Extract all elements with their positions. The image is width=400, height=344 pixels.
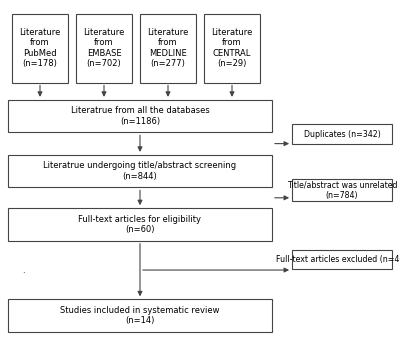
FancyBboxPatch shape — [292, 179, 392, 201]
Text: Full-text articles for eligibility
(n=60): Full-text articles for eligibility (n=60… — [78, 215, 202, 234]
Text: Duplicates (n=342): Duplicates (n=342) — [304, 130, 380, 139]
Text: Literatrue from all the databases
(n=1186): Literatrue from all the databases (n=118… — [71, 106, 209, 126]
FancyBboxPatch shape — [8, 299, 272, 332]
FancyBboxPatch shape — [8, 155, 272, 187]
Text: Literature
from
CENTRAL
(n=29): Literature from CENTRAL (n=29) — [211, 28, 253, 68]
FancyBboxPatch shape — [140, 14, 196, 83]
FancyBboxPatch shape — [12, 14, 68, 83]
Text: Literature
from
EMBASE
(n=702): Literature from EMBASE (n=702) — [83, 28, 125, 68]
Text: Full-text articles excluded (n=46): Full-text articles excluded (n=46) — [276, 255, 400, 264]
FancyBboxPatch shape — [76, 14, 132, 83]
FancyBboxPatch shape — [8, 100, 272, 132]
Text: Title/abstract was unrelated
(n=784): Title/abstract was unrelated (n=784) — [287, 180, 397, 200]
FancyBboxPatch shape — [292, 250, 392, 269]
FancyBboxPatch shape — [204, 14, 260, 83]
Text: Literature
from
MEDLINE
(n=277): Literature from MEDLINE (n=277) — [147, 28, 189, 68]
Text: Literature
from
PubMed
(n=178): Literature from PubMed (n=178) — [19, 28, 61, 68]
FancyBboxPatch shape — [8, 208, 272, 241]
FancyBboxPatch shape — [292, 124, 392, 144]
Text: Literatrue undergoing title/abstract screening
(n=844): Literatrue undergoing title/abstract scr… — [44, 161, 236, 181]
Text: Studies included in systematic review
(n=14): Studies included in systematic review (n… — [60, 306, 220, 325]
Text: .: . — [22, 266, 25, 275]
